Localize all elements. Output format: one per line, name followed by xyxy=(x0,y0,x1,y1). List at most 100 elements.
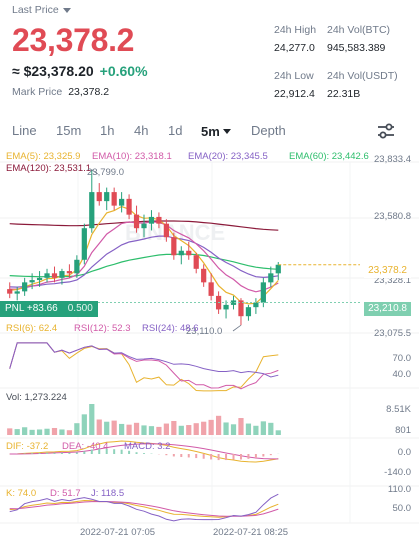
macd-bar xyxy=(83,451,86,454)
time-axis-label: 2022-07-21 07:05 xyxy=(80,527,156,538)
candle xyxy=(156,212,162,229)
volume-bar xyxy=(253,425,259,435)
stat-label: 24h Low xyxy=(274,70,314,82)
volume-bar xyxy=(7,428,13,435)
candle xyxy=(148,210,155,231)
stat-label: 24h Vol(USDT) xyxy=(327,70,398,82)
stat-value: 22,912.4 xyxy=(274,88,315,100)
ema60-legend: EMA(60): 23,442.6 xyxy=(289,151,369,162)
macd-bar xyxy=(202,454,205,459)
tab-1h[interactable]: 1h xyxy=(100,123,115,138)
position-qty: 0.500 xyxy=(67,303,93,314)
macd-bar xyxy=(172,454,175,457)
kline-chart-area[interactable]: BINANCE EMA(5): 23,325.9 EMA(10): 23,318… xyxy=(0,148,419,544)
stat-value: 945,583.389 xyxy=(327,42,386,54)
kdj-axis-label: 50.0 xyxy=(392,503,412,514)
volume-bar xyxy=(201,421,207,435)
tab-5m-group[interactable]: 5m xyxy=(201,123,231,141)
tab-4h[interactable]: 4h xyxy=(134,123,149,138)
ema60-line xyxy=(9,253,279,278)
pnl-value: PNL +83.66 xyxy=(5,303,58,314)
volume-bar xyxy=(44,428,50,435)
macd-bar xyxy=(38,453,41,454)
candle xyxy=(81,223,87,265)
macd-bar xyxy=(269,454,272,456)
stat-24h-low: 24h Low 22,912.4 xyxy=(274,70,315,100)
volume-bars xyxy=(7,404,281,435)
last-price-selector[interactable]: Last Price xyxy=(12,4,71,16)
volume-axis-label: 801 xyxy=(395,425,411,436)
candle xyxy=(126,194,132,220)
rsi-axis-label: 70.0 xyxy=(392,353,412,364)
price-axis-label: 23,580.8 xyxy=(374,211,411,222)
volume-bar xyxy=(111,420,117,435)
volume-bar xyxy=(148,426,155,435)
candle xyxy=(208,273,214,301)
macd-bar xyxy=(120,449,123,454)
candle xyxy=(186,241,192,260)
tab-1d[interactable]: 1d xyxy=(168,123,183,138)
kdj-axis-label: 110.0 xyxy=(387,484,411,495)
volume-bar xyxy=(156,426,162,435)
stat-24h-vol-usdt: 24h Vol(USDT) 22.31B xyxy=(327,70,398,100)
volume-bar xyxy=(230,424,237,435)
macd-bar xyxy=(98,448,101,454)
macd-bar xyxy=(135,452,138,454)
kline-chart[interactable]: BINANCE xyxy=(0,148,419,544)
position-pnl-badge[interactable]: PNL +83.66 0.500 xyxy=(0,301,98,317)
macd-bar xyxy=(60,452,63,454)
candle xyxy=(29,273,35,290)
candle xyxy=(238,298,244,326)
position-price-tag: 23,210.8 xyxy=(364,302,411,316)
macd-bar xyxy=(187,454,190,458)
candle xyxy=(96,183,102,206)
tab-depth[interactable]: Depth xyxy=(251,123,286,138)
caret-down-icon xyxy=(222,129,231,135)
candle xyxy=(22,277,28,296)
macd-bar xyxy=(247,454,250,459)
candle xyxy=(111,187,117,211)
rsi12-legend: RSI(12): 52.3 xyxy=(74,323,131,334)
candle xyxy=(44,268,50,283)
stat-label: 24h High xyxy=(274,24,317,36)
interval-tabs: Line 15m 1h 4h 1d 5m Depth xyxy=(0,118,419,144)
macd-axis-label: 0.0 xyxy=(397,447,411,458)
macd-bar xyxy=(165,454,168,456)
volume-bar xyxy=(268,422,274,435)
ema20-legend: EMA(20): 23,345.5 xyxy=(188,151,268,162)
tab-line[interactable]: Line xyxy=(12,123,37,138)
volume-bar xyxy=(133,422,140,435)
price-axis-label: 23,328.1 xyxy=(374,275,411,286)
candle xyxy=(171,232,177,260)
volume-legend: Vol: 1,273.224 xyxy=(6,392,67,403)
macd-bar xyxy=(75,452,78,454)
candle xyxy=(230,295,237,310)
macd-bar xyxy=(225,454,228,461)
volume-bar xyxy=(141,425,147,435)
stat-label: 24h Vol(BTC) xyxy=(327,24,391,36)
rsi6-line xyxy=(9,342,279,392)
price-axis-label: 23,833.4 xyxy=(374,154,411,165)
macd-bar xyxy=(113,449,116,454)
macd-bar xyxy=(53,452,56,454)
candle xyxy=(36,271,43,287)
tab-5m[interactable]: 5m xyxy=(201,124,220,139)
low-pointer xyxy=(232,324,242,332)
chart-settings-icon[interactable] xyxy=(375,122,397,140)
candle xyxy=(141,214,147,238)
candle xyxy=(193,253,199,274)
volume-bar xyxy=(66,430,73,435)
macd-bar xyxy=(217,454,220,461)
candle xyxy=(223,300,229,319)
stat-value: 24,277.0 xyxy=(274,42,315,54)
candle xyxy=(245,304,252,321)
macd-bar xyxy=(195,454,198,459)
volume-bar xyxy=(126,424,132,435)
candle xyxy=(66,264,73,278)
macd-lines xyxy=(9,440,280,463)
macd-bar xyxy=(262,454,265,457)
low-annotation: 23,110.0 xyxy=(186,326,223,337)
volume-bar xyxy=(51,427,58,435)
tab-15m[interactable]: 15m xyxy=(56,123,82,138)
change-percent: +0.60% xyxy=(99,63,148,79)
